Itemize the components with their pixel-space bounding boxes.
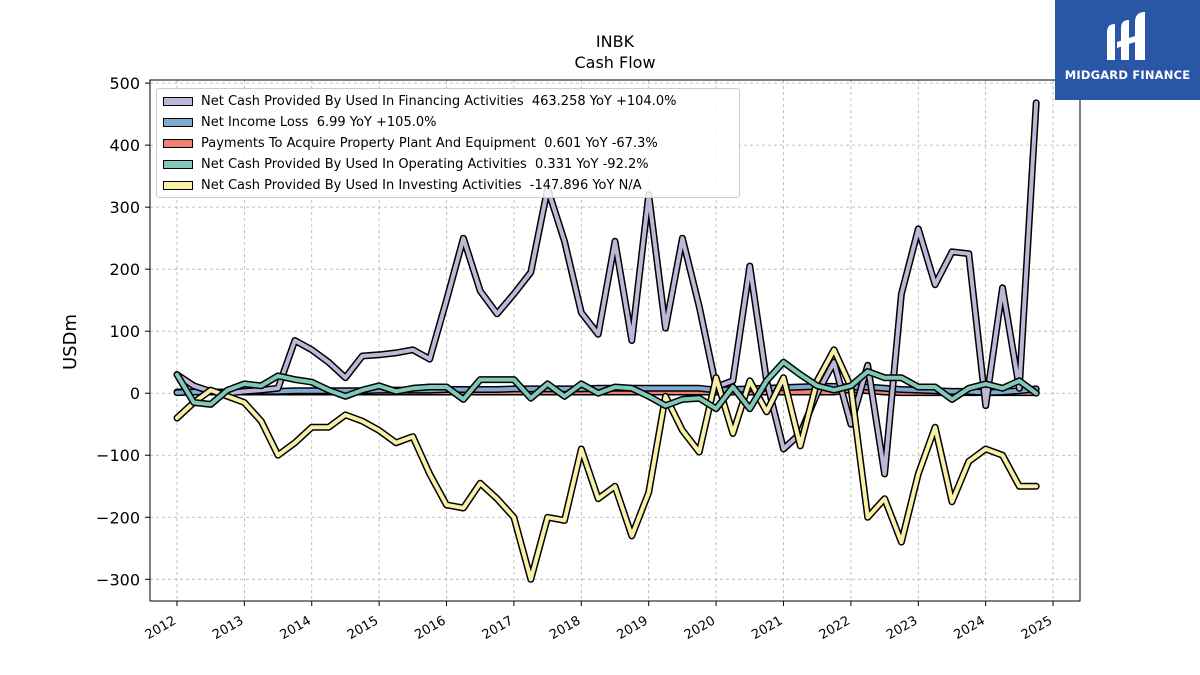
y-axis: 500 400 300 200 100 0 −100 −200 −300 xyxy=(96,74,150,589)
x-tick-label: 2025 xyxy=(1019,613,1055,643)
chart-title: INBK xyxy=(596,32,635,51)
y-axis-label: USDm xyxy=(60,314,81,370)
legend-swatch-investing xyxy=(163,180,193,190)
series-line xyxy=(173,346,1040,583)
series-layer xyxy=(173,99,1040,583)
y-tick-label: 500 xyxy=(109,74,140,93)
y-tick-label: 300 xyxy=(109,198,140,217)
midgard-logo: MIDGARD FINANCE xyxy=(1055,0,1200,100)
x-tick-label: 2020 xyxy=(682,613,718,643)
x-tick-label: 2017 xyxy=(480,613,516,643)
x-tick-label: 2022 xyxy=(817,613,853,643)
midgard-m-logo-icon xyxy=(1107,12,1145,60)
y-tick-label: 400 xyxy=(109,136,140,155)
x-axis: 2012 2013 2014 2015 2016 2017 2018 2019 2020 2021… xyxy=(143,601,1055,643)
x-tick-label: 2019 xyxy=(615,613,651,643)
legend-label-financing: Net Cash Provided By Used In Financing A… xyxy=(201,93,677,109)
series-line-3 xyxy=(175,360,1039,411)
legend-swatch-capex xyxy=(163,138,193,148)
legend-item-operating: Net Cash Provided By Used In Operating A… xyxy=(163,155,649,173)
chart-legend: Net Cash Provided By Used In Financing A… xyxy=(156,88,740,198)
series-line-0 xyxy=(175,100,1039,476)
legend-label-net-income: Net Income Loss 6.99 YoY +105.0% xyxy=(201,114,437,130)
y-tick-label: 200 xyxy=(109,260,140,279)
x-tick-label: 2015 xyxy=(345,613,381,643)
legend-swatch-net-income xyxy=(163,117,193,127)
chart-subtitle: Cash Flow xyxy=(574,53,655,72)
series-line-4 xyxy=(175,347,1039,582)
legend-item-net-income: Net Income Loss 6.99 YoY +105.0% xyxy=(163,113,436,131)
x-tick-label: 2012 xyxy=(143,613,179,643)
legend-swatch-financing xyxy=(163,96,193,106)
plot-frame xyxy=(149,79,1081,602)
legend-label-capex: Payments To Acquire Property Plant And E… xyxy=(201,135,658,151)
legend-item-financing: Net Cash Provided By Used In Financing A… xyxy=(163,92,676,110)
logo-text: MIDGARD FINANCE xyxy=(1064,68,1191,82)
x-tick-label: 2018 xyxy=(547,613,583,643)
legend-item-investing: Net Cash Provided By Used In Investing A… xyxy=(163,176,642,194)
y-tick-label: 100 xyxy=(109,322,140,341)
legend-label-operating: Net Cash Provided By Used In Operating A… xyxy=(201,156,649,172)
y-tick-label: −300 xyxy=(96,570,140,589)
x-tick-label: 2016 xyxy=(412,613,448,643)
y-tick-label: 0 xyxy=(130,384,140,403)
legend-item-capex: Payments To Acquire Property Plant And E… xyxy=(163,134,658,152)
x-tick-label: 2021 xyxy=(749,613,785,643)
x-tick-label: 2013 xyxy=(210,613,246,643)
legend-label-investing: Net Cash Provided By Used In Investing A… xyxy=(201,177,642,193)
y-tick-label: −200 xyxy=(96,508,140,527)
y-tick-label: −100 xyxy=(96,446,140,465)
series-line xyxy=(173,358,1040,413)
series-line xyxy=(173,99,1040,478)
x-tick-label: 2024 xyxy=(951,613,987,643)
legend-swatch-operating xyxy=(163,159,193,169)
x-tick-label: 2023 xyxy=(884,613,920,643)
x-tick-label: 2014 xyxy=(278,613,314,643)
